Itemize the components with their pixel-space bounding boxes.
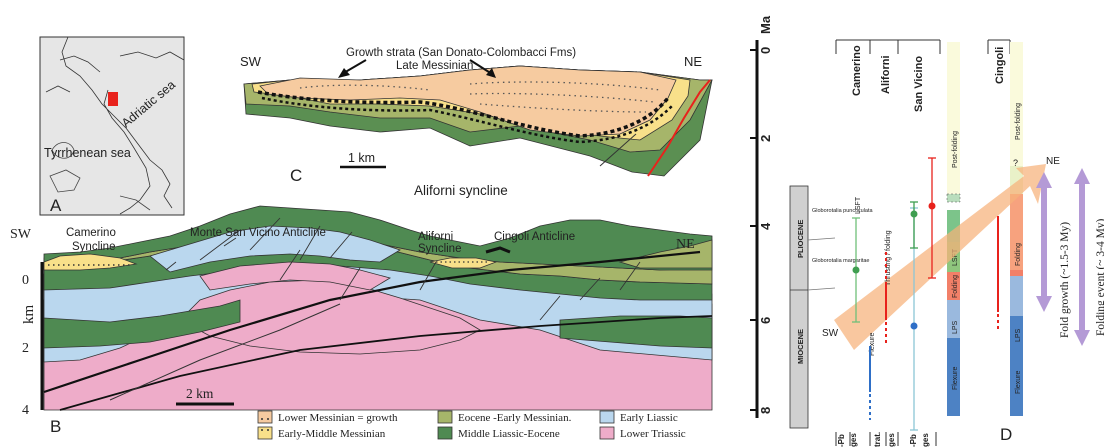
italy-map: Adriatic sea Tyrrhenean sea A (39, 36, 185, 216)
bar2-q: ? (1013, 158, 1018, 168)
panel-c-label: C (290, 166, 302, 185)
study-area-marker (108, 92, 118, 106)
column-header-san-vicino: San Vicino (913, 56, 925, 112)
section-b-ne-label: NE (676, 237, 695, 252)
bottom-label-5: -Pb (909, 434, 918, 447)
cingoli-anticline-label: Cingoli Anticline (494, 231, 575, 243)
depth-tick-4: 4 (22, 403, 29, 418)
depth-axis-unit: km (21, 305, 37, 325)
bottom-label-3: trat. (873, 432, 882, 447)
svg-text:Middle Liassic-Eocene: Middle Liassic-Eocene (458, 428, 560, 440)
panel-a-label: A (50, 196, 62, 215)
tyrrhenean-sea-label: Tyrrhenean sea (44, 146, 131, 160)
column-header-aliforni: Aliforni (880, 56, 892, 95)
legend-item-middle-liassic-eocene: Middle Liassic-Eocene (437, 426, 560, 440)
bottom-label-2: ges (849, 433, 858, 447)
vicino-age-point-red (928, 202, 936, 210)
time-tick-8: 8 (758, 407, 773, 414)
bar2-lps: LPS (1015, 328, 1022, 342)
legend-item-eocene-early-messinian: Eocene -Early Messinian. (437, 410, 572, 424)
bar1-lsft: LSFT (952, 248, 959, 266)
biozone-puncticulata: Globorotalia puncticulata (812, 208, 873, 214)
aliforni-syncline-label: Aliforni (418, 231, 453, 243)
legend-item-early-liassic: Early Liassic (599, 410, 678, 424)
svg-text:Lower Messinian = growth: Lower Messinian = growth (278, 412, 398, 424)
folding-event-label: Folding event (~ 3-4 My) (1095, 218, 1104, 336)
time-axis-unit: Ma (758, 15, 773, 34)
arrow-sw-label: SW (822, 328, 839, 339)
legend: Lower Messinian = growth Early-Middle Me… (257, 410, 686, 440)
aliforni-syncline-title: Aliforni syncline (414, 183, 508, 198)
bar2-post-folding: Post-folding (1015, 103, 1022, 140)
section-c-scale-label: 1 km (348, 151, 375, 165)
aliforni-syncline-label-2: Syncline (418, 243, 461, 255)
depth-tick-0: 0 (22, 273, 29, 288)
camerino-flexure-label: Flexure (869, 333, 876, 356)
fold-growth-label: Fold growth (~1.5-3 My) (1059, 222, 1071, 338)
svg-text:Early-Middle Messinian: Early-Middle Messinian (278, 428, 386, 440)
bar1-lps: LPS (952, 320, 959, 334)
bar1-post-folding: Post-folding (952, 131, 959, 168)
panel-b-label: B (50, 417, 61, 436)
camerino-lsft-label: LSFT (855, 196, 862, 214)
bottom-label-4: ges (887, 433, 896, 447)
time-tick-4: 4 (758, 222, 773, 230)
section-b-sw-label: SW (10, 227, 32, 242)
bottom-label-1: -Pb (837, 434, 846, 447)
section-c: Growth strata (San Donato-Colombacci Fms… (240, 47, 713, 198)
aliforni-thrust-label: Thrusting / folding (885, 230, 892, 286)
camerino-age-point (852, 266, 860, 274)
time-tick-0: 0 (758, 47, 773, 54)
timeline-panel: Ma 0 2 4 6 8 PLIOCENE MIOCENE Globorotal… (750, 15, 1104, 447)
folding-event-arrow (1074, 168, 1090, 346)
arrow-ne-label: NE (1046, 156, 1060, 167)
section-c-ne-label: NE (684, 54, 702, 69)
vicino-age-point-green (910, 210, 918, 218)
epoch-column (789, 185, 809, 429)
section-b: 0 2 4 km SW NE Camerino Syncline Monte S… (10, 205, 713, 436)
camerino-syncline-label-2: Syncline (72, 241, 115, 253)
epoch-pliocene: PLIOCENE (796, 220, 805, 258)
camerino-syncline-label: Camerino (66, 227, 116, 239)
fold-growth-arrow (1036, 172, 1052, 312)
growth-strata-label: Growth strata (San Donato-Colombacci Fms… (346, 47, 576, 59)
bar1-flexure: Flexure (952, 367, 959, 390)
column-header-cingoli: Cingoli (994, 47, 1006, 84)
column-header-camerino: Camerino (851, 45, 863, 96)
biozone-margaritae: Globorotalia margaritae (812, 258, 869, 264)
vicino-age-point-blue (910, 322, 918, 330)
panel-d-label: D (1000, 425, 1012, 444)
section-c-sw-label: SW (240, 54, 262, 69)
depth-tick-2: 2 (22, 341, 29, 356)
svg-text:Lower Triassic: Lower Triassic (620, 428, 686, 440)
late-messinian-label: Late Messinian (396, 60, 473, 72)
vicino-anticline-label: Monte San Vicino Anticline (190, 227, 326, 239)
legend-item-lower-triassic: Lower Triassic (599, 426, 686, 440)
time-tick-2: 2 (758, 135, 773, 142)
section-b-scale-label: 2 km (186, 386, 214, 401)
time-tick-6: 6 (758, 317, 773, 324)
bottom-label-6: ges (921, 433, 930, 447)
legend-item-early-middle-messinian: Early-Middle Messinian (257, 426, 386, 440)
bar2-flexure: Flexure (1015, 371, 1022, 394)
svg-text:Eocene -Early Messinian.: Eocene -Early Messinian. (458, 412, 572, 424)
svg-text:Early Liassic: Early Liassic (620, 412, 678, 424)
bar1-folding: Folding (952, 275, 959, 298)
bar2-folding: Folding (1015, 243, 1022, 266)
legend-item-lower-messinian: Lower Messinian = growth (257, 410, 398, 424)
epoch-miocene: MIOCENE (796, 329, 805, 364)
